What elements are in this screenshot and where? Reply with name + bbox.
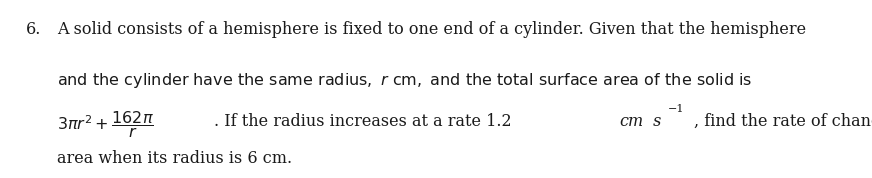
Text: s: s: [648, 112, 661, 130]
Text: $3\pi r^2 + \dfrac{162\pi}{r}$: $3\pi r^2 + \dfrac{162\pi}{r}$: [57, 109, 153, 140]
Text: A solid consists of a hemisphere is fixed to one end of a cylinder. Given that t: A solid consists of a hemisphere is fixe…: [57, 21, 806, 38]
Text: , find the rate of change of the surface: , find the rate of change of the surface: [694, 112, 872, 130]
Text: 6.: 6.: [26, 21, 42, 38]
Text: $\mathrm{and\ the\ cylinder\ have\ the\ same\ radius,\ }r\mathrm{\ cm,\ and\ the: $\mathrm{and\ the\ cylinder\ have\ the\ …: [57, 71, 752, 90]
Text: cm: cm: [619, 112, 644, 130]
Text: area when its radius is 6 cm.: area when its radius is 6 cm.: [57, 150, 292, 167]
Text: −1: −1: [668, 104, 685, 114]
Text: . If the radius increases at a rate 1.2: . If the radius increases at a rate 1.2: [214, 112, 516, 130]
